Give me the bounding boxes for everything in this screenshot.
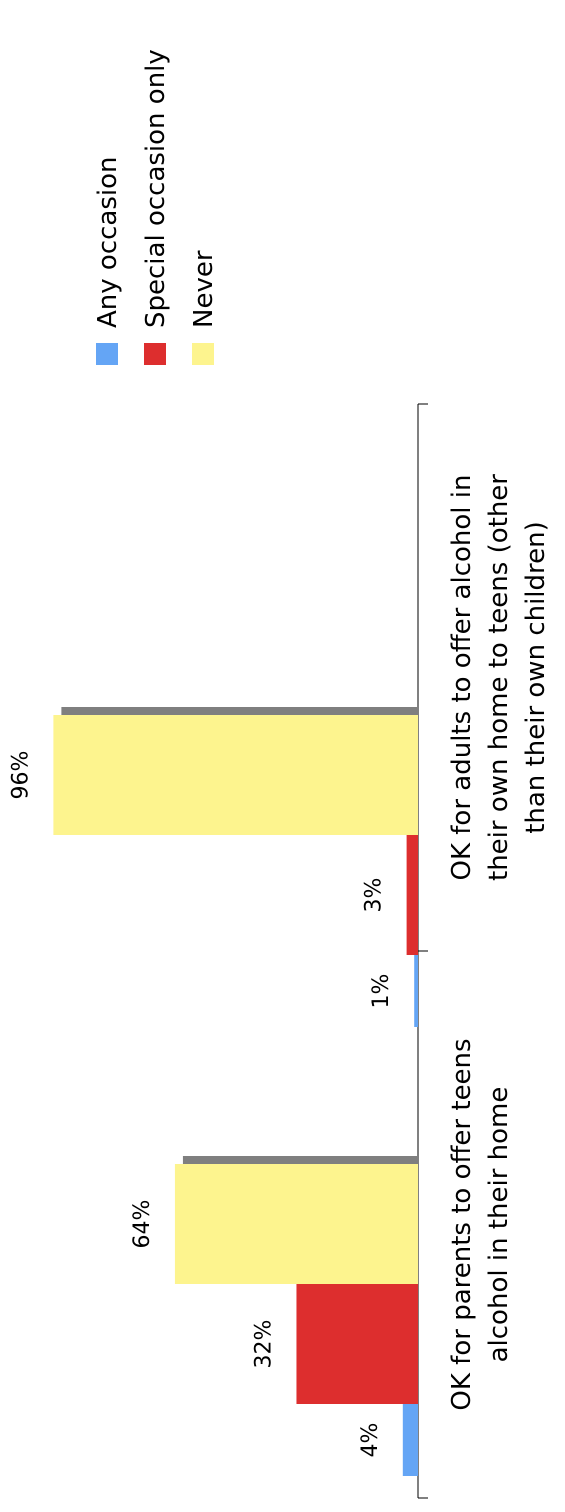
legend-label-2: Never <box>189 250 219 328</box>
data-label-1-1: 3% <box>362 878 387 913</box>
data-label-0-0: 4% <box>358 1423 383 1458</box>
data-label-1-0: 32% <box>251 1320 276 1369</box>
legend-swatch-2 <box>192 343 214 365</box>
bar-never-1 <box>53 715 418 835</box>
bar-special-occasion-only-0 <box>296 1284 418 1404</box>
legend-label-1: Special occasion only <box>141 49 171 328</box>
category-label-0-0: OK for parents to offer teens <box>447 1038 477 1410</box>
legend-swatch-0 <box>96 343 118 365</box>
bar-shadow-2-1 <box>61 707 418 715</box>
category-label-1-0: OK for adults to offer alcohol in <box>447 474 477 880</box>
category-label-1-1: their own home to teens (other <box>484 474 514 881</box>
data-label-2-0: 64% <box>130 1200 155 1249</box>
category-label-1-2: than their own children) <box>521 521 551 834</box>
legend-label-0: Any occasion <box>93 156 123 328</box>
bar-shadow-2-0 <box>182 1156 418 1164</box>
bar-special-occasion-only-1 <box>406 835 418 955</box>
data-label-0-1: 1% <box>369 974 394 1009</box>
data-label-2-1: 96% <box>8 751 33 800</box>
category-label-0-1: alcohol in their home <box>484 1087 514 1363</box>
bar-never-0 <box>174 1164 418 1284</box>
legend-swatch-1 <box>144 343 166 365</box>
bar-any-occasion-1 <box>414 955 418 1027</box>
bar-any-occasion-0 <box>402 1404 418 1476</box>
